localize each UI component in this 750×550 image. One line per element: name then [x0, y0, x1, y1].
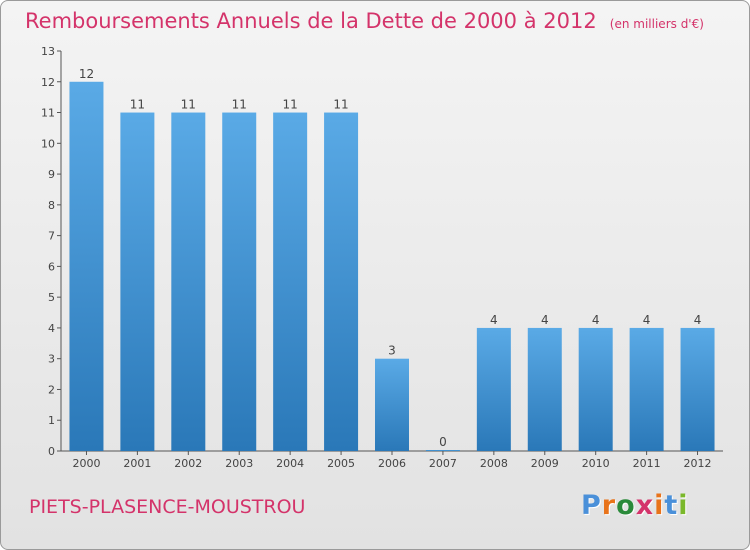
y-tick-label: 3: [48, 353, 55, 366]
bar: [171, 112, 206, 452]
bar: [222, 112, 257, 452]
unit-text: (en milliers d'€): [609, 17, 704, 31]
x-tick-label: 2009: [531, 457, 559, 470]
data-label: 4: [490, 313, 498, 327]
commune-name: PIETS-PLASENCE-MOUSTROU: [29, 496, 306, 518]
bar: [476, 327, 511, 451]
bars: 12 11 11 11 11 11 3 0 4 4 4 4 4: [69, 67, 715, 452]
x-tick-label: 2000: [72, 457, 100, 470]
data-label: 11: [181, 98, 196, 112]
x-tick-label: 2001: [123, 457, 151, 470]
y-tick-label: 13: [41, 45, 55, 58]
data-label: 0: [439, 435, 447, 449]
brand-letter: o: [616, 490, 636, 521]
x-tick-label: 2008: [480, 457, 508, 470]
brand-letter: P: [581, 490, 602, 521]
bar: [629, 327, 664, 451]
x-tick-label: 2010: [582, 457, 610, 470]
data-label: 4: [541, 313, 549, 327]
data-label: 4: [694, 313, 702, 327]
title-text: Remboursements Annuels de la Dette de 20…: [25, 9, 597, 33]
data-label: 11: [130, 98, 145, 112]
brand-letter: x: [635, 490, 655, 521]
x-tick-label: 2003: [225, 457, 253, 470]
x-tick-label: 2006: [378, 457, 406, 470]
y-tick-label: 5: [48, 291, 55, 304]
chart-title: Remboursements Annuels de la Dette de 20…: [25, 9, 704, 33]
bar: [69, 81, 104, 452]
bar: [527, 327, 562, 451]
x-tick-label: 2007: [429, 457, 457, 470]
data-label: 11: [333, 98, 348, 112]
x-tick-label: 2004: [276, 457, 304, 470]
y-tick-label: 11: [41, 107, 55, 120]
data-label: 12: [79, 67, 94, 81]
bar: [425, 450, 460, 451]
bar: [680, 327, 715, 451]
x-tick-label: 2005: [327, 457, 355, 470]
data-label: 11: [283, 98, 298, 112]
brand-letter: r: [601, 490, 617, 521]
y-tick-label: 9: [48, 168, 55, 181]
data-label: 4: [643, 313, 651, 327]
y-tick-label: 7: [48, 230, 55, 243]
data-label: 3: [388, 344, 396, 358]
y-tick-label: 10: [41, 137, 55, 150]
brand-letter: t: [664, 490, 679, 521]
y-tick-label: 12: [41, 76, 55, 89]
y-tick-label: 0: [48, 445, 55, 458]
y-tick-label: 8: [48, 199, 55, 212]
x-tick-label: 2012: [684, 457, 712, 470]
brand-letter: i: [678, 490, 689, 521]
x-tick-label: 2011: [633, 457, 661, 470]
data-label: 4: [592, 313, 600, 327]
y-tick-label: 1: [48, 414, 55, 427]
bar: [273, 112, 308, 452]
y-tick-label: 2: [48, 383, 55, 396]
bar: [578, 327, 613, 451]
bar: [120, 112, 155, 452]
bar: [324, 112, 359, 452]
data-label: 11: [232, 98, 247, 112]
y-tick-label: 6: [48, 260, 55, 273]
x-tick-label: 2002: [174, 457, 202, 470]
proxiti-logo: Proxiti: [581, 490, 689, 521]
y-tick-label: 4: [48, 322, 55, 335]
brand-letter: i: [654, 490, 665, 521]
bar: [375, 358, 409, 451]
